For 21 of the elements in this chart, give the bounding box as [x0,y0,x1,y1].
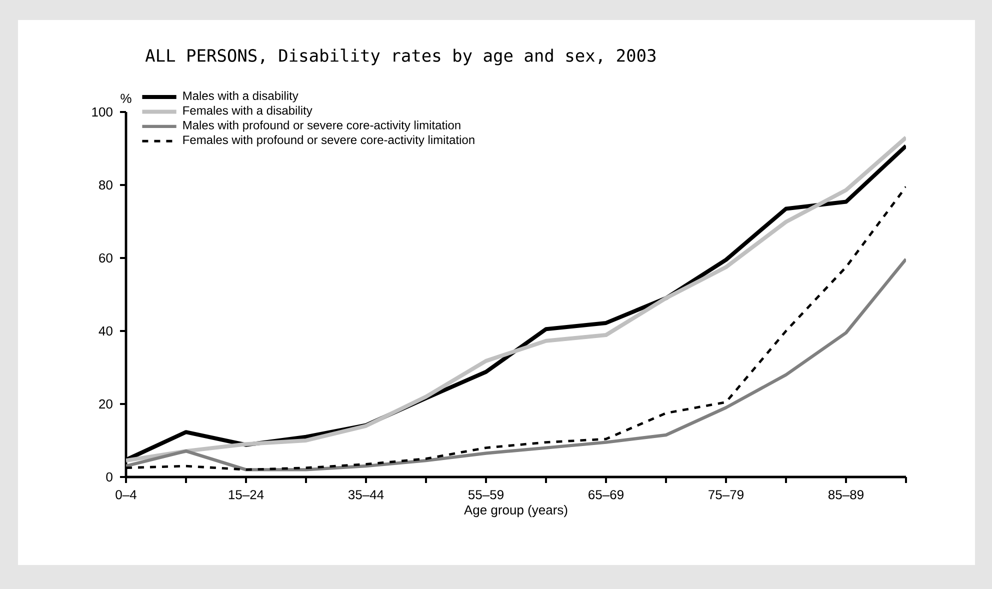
line-series [126,257,906,472]
chart-title: ALL PERSONS, Disability rates by age and sex, 2003 [145,48,656,66]
y-axis-title: % [120,94,132,103]
x-tick-label: 15–24 [228,490,264,500]
x-tick-label: 55–59 [468,490,504,500]
y-tick-label: 100 [92,107,112,117]
y-tick-label: 20 [99,399,112,409]
legend-label: Females with a disability [183,106,312,118]
y-tick-label: 60 [99,253,112,263]
y-tick-label: 0 [106,472,112,482]
legend-label: Males with profound or severe core-activity limitation [183,120,460,132]
x-tick-label: 75–79 [708,490,744,500]
x-tick-label: 65–69 [588,490,624,500]
x-tick-label: 35–44 [348,490,384,500]
x-tick-label: 85–89 [828,490,864,500]
x-tick-label: 0–4 [116,490,136,500]
x-axis-title: Age group (years) [464,504,568,518]
y-tick-label: 80 [99,180,112,190]
legend-label: Females with profound or severe core-activity limitation [183,135,474,146]
y-tick-label: 40 [98,326,112,336]
legend-label: Males with a disability [183,91,298,102]
